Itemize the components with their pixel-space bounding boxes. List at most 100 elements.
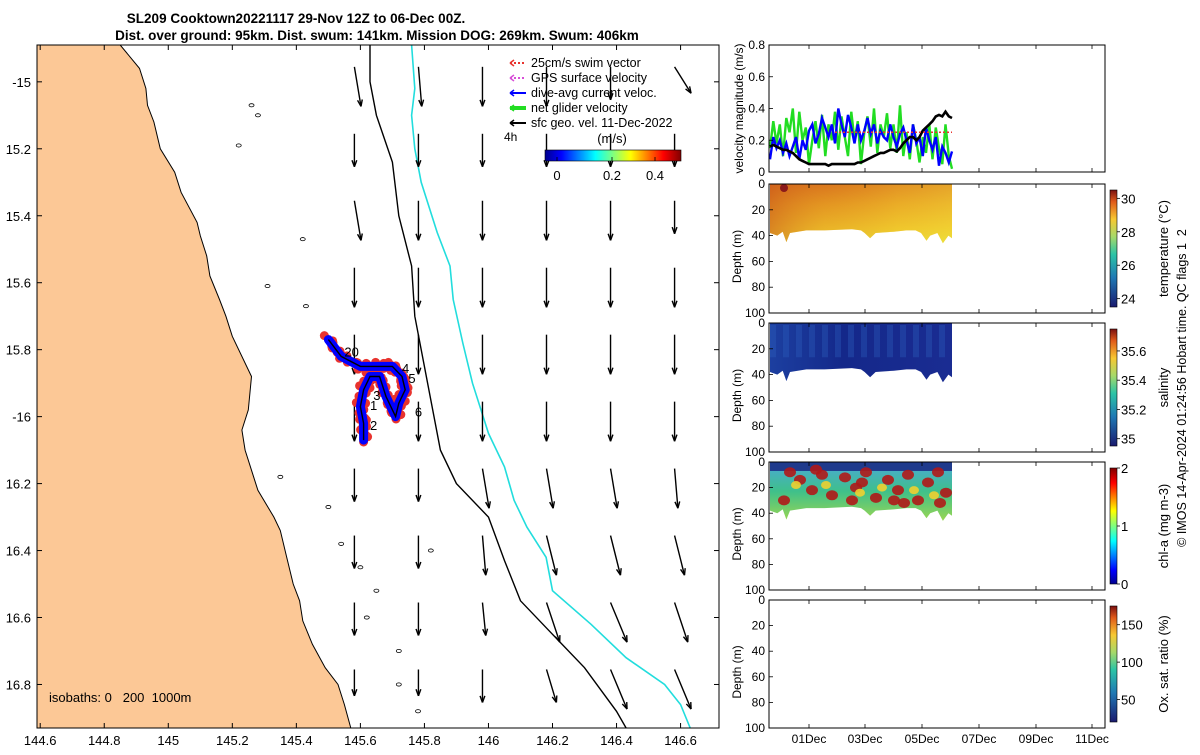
heatmap-streak [822, 325, 828, 357]
legend-label: dive-avg current veloc. [531, 86, 657, 100]
colorbar-tick-label: 35 [1121, 432, 1135, 447]
velocity-y-tick-label: 0.2 [748, 133, 765, 147]
chl-patch [856, 477, 868, 487]
track-label: 5 [408, 371, 415, 386]
track-label: 2 [370, 418, 377, 433]
credit-text: © IMOS 14-Apr-2024 01:24:56 Hobart time.… [1175, 229, 1189, 547]
map-y-tick-label: 15.2 [6, 142, 31, 157]
colorbar-tick-label: 50 [1121, 693, 1135, 708]
depth-axis-label: Depth (m) [730, 645, 744, 698]
depth-tick-label: 40 [752, 229, 766, 243]
chl-patch [912, 495, 924, 505]
heatmap-streak [874, 325, 880, 357]
heatmap-streak [887, 325, 893, 357]
depth-tick-label: 80 [752, 419, 766, 433]
map-y-tick-label: 15.6 [6, 276, 31, 291]
map-x-tick-label: 145.8 [408, 733, 441, 748]
heatmap-streak [913, 325, 919, 357]
track-label: 6 [415, 405, 422, 420]
map-y-tick-label: 16.6 [6, 611, 31, 626]
depth-tick-label: 0 [758, 177, 765, 191]
colorbar-label: Ox. sat. ratio (%) [1156, 615, 1171, 713]
map-y-tick-label: -15 [12, 75, 31, 90]
chl-patch [846, 495, 858, 505]
heatmap-streak [900, 325, 906, 357]
depth-tick-label: 0 [758, 316, 765, 330]
depth-tick-label: 20 [752, 203, 766, 217]
chl-patch [892, 485, 904, 495]
velocity-y-tick-label: 0.8 [748, 38, 765, 52]
chl-patch [778, 495, 790, 505]
chl-patch [860, 467, 872, 477]
map-x-tick-label: 145 [157, 733, 179, 748]
chl-patch [902, 470, 914, 480]
heatmap-streak [783, 325, 789, 357]
panel-colorbar [1110, 190, 1117, 307]
depth-axis-label: Depth (m) [730, 507, 744, 560]
colorbar-tick-label: 150 [1121, 618, 1143, 633]
map-colorbar [545, 150, 681, 161]
map-x-tick-label: 144.6 [24, 733, 57, 748]
chl-patch-mid [909, 486, 919, 494]
colorbar-label: chl-a (mg m-3) [1156, 484, 1171, 569]
colorbar-title: (m/s) [597, 131, 627, 146]
chl-patch-mid [791, 481, 801, 489]
depth-tick-label: 0 [758, 455, 765, 469]
heatmap-streak [809, 325, 815, 357]
map-x-tick-label: 146.2 [536, 733, 569, 748]
chl-patch-mid [855, 489, 865, 497]
map-x-tick-label: 145.6 [344, 733, 377, 748]
panel-colorbar [1110, 468, 1117, 584]
map-y-tick-label: 16.2 [6, 477, 31, 492]
depth-tick-label: 40 [752, 368, 766, 382]
depth-tick-label: 0 [758, 593, 765, 607]
date-tick-label: 01Dec [792, 732, 827, 746]
depth-tick-label: 60 [752, 393, 766, 407]
depth-tick-label: 60 [752, 532, 766, 546]
chl-patch [922, 477, 934, 487]
date-tick-label: 07Dec [962, 732, 997, 746]
date-tick-label: 09Dec [1019, 732, 1054, 746]
map-x-tick-label: 145.2 [216, 733, 249, 748]
colorbar-tick-label: 35.4 [1121, 373, 1146, 388]
legend-label: sfc geo. vel. 11-Dec-2022 [531, 116, 673, 130]
heatmap-streak [770, 325, 776, 357]
depth-axis-label: Depth (m) [730, 369, 744, 422]
panel-colorbar [1110, 606, 1117, 722]
legend-entry: sfc geo. vel. 11-Dec-2022 [510, 116, 673, 130]
panel-background [769, 600, 1105, 728]
chl-patch [826, 490, 838, 500]
chl-patch [810, 465, 822, 475]
heatmap-hotspot [780, 184, 788, 192]
velocity-y-tick-label: 0.4 [748, 102, 765, 116]
chl-patch-mid [929, 491, 939, 499]
heatmap-streak [848, 325, 854, 357]
date-tick-label: 05Dec [905, 732, 940, 746]
map-x-tick-label: 146 [478, 733, 500, 748]
depth-tick-label: 60 [752, 254, 766, 268]
panel-colorbar [1110, 329, 1117, 446]
depth-tick-label: 40 [752, 506, 766, 520]
heatmap-streak [835, 325, 841, 357]
map-x-tick-label: 145.4 [280, 733, 313, 748]
isobath-note: isobaths: 0 200 1000m [49, 690, 191, 705]
colorbar-tick-label: 35.6 [1121, 344, 1146, 359]
heatmap-streak [796, 325, 802, 357]
legend-label: net glider velocity [531, 101, 628, 115]
colorbar-label: salinity [1156, 367, 1171, 407]
depth-tick-label: 20 [752, 619, 766, 633]
chart-subtitle: Dist. over ground: 95km. Dist. swum: 141… [115, 28, 639, 43]
chl-patch [888, 495, 900, 505]
velocity-y-tick-label: 0.6 [748, 70, 765, 84]
date-tick-label: 11Dec [1075, 732, 1109, 746]
colorbar-tick-label: 0 [1121, 577, 1128, 592]
chl-patch-mid [877, 484, 887, 492]
legend-label: 25cm/s swim vector [531, 56, 641, 70]
colorbar-tick-label: 0.4 [646, 168, 664, 183]
